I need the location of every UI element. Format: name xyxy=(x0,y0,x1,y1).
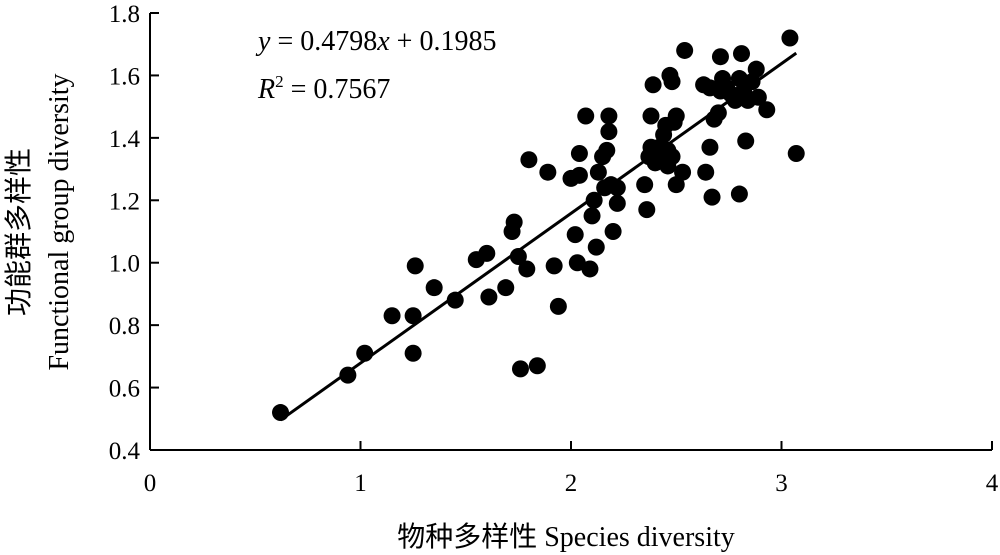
data-point xyxy=(667,107,685,125)
data-point xyxy=(545,257,563,275)
data-point xyxy=(598,141,616,159)
x-axis-title: 物种多样性 Species diversity xyxy=(397,521,735,553)
data-point xyxy=(581,260,599,278)
data-point xyxy=(701,138,719,156)
data-point xyxy=(272,404,290,422)
data-point xyxy=(446,291,464,309)
data-point xyxy=(585,191,603,209)
data-point xyxy=(733,45,751,63)
y-tick-label: 0.8 xyxy=(109,313,140,340)
data-point xyxy=(587,238,605,256)
data-point xyxy=(511,360,529,378)
equation-x: x xyxy=(376,26,390,57)
data-point xyxy=(604,223,622,240)
data-point xyxy=(566,226,584,244)
y-tick-label: 1.4 xyxy=(109,126,141,153)
data-point xyxy=(758,101,776,119)
data-point xyxy=(339,366,357,384)
data-point xyxy=(709,104,727,122)
x-tick-label: 2 xyxy=(565,470,578,497)
y-tick-label: 0.4 xyxy=(109,438,141,465)
r-squared: R2 = 0.7567 xyxy=(257,72,390,105)
data-point xyxy=(570,144,588,162)
y-axis-ticks: 0.4 0.6 0.8 1.0 1.2 1.4 1.6 1.8 xyxy=(109,1,159,465)
data-point xyxy=(703,188,721,206)
y-axis-title-english: Functional group diversity xyxy=(44,73,75,370)
data-point xyxy=(730,185,748,203)
data-point xyxy=(737,132,755,150)
data-point xyxy=(697,163,715,181)
data-point xyxy=(539,163,557,181)
data-point xyxy=(568,254,586,272)
data-point xyxy=(589,163,607,181)
y-tick-label: 1.0 xyxy=(109,251,140,278)
data-point xyxy=(549,297,567,315)
data-point xyxy=(509,247,527,265)
data-point xyxy=(663,148,681,166)
data-point xyxy=(383,307,401,325)
y-tick-label: 1.2 xyxy=(109,188,140,215)
data-point xyxy=(608,194,626,212)
data-point xyxy=(638,201,656,219)
r-squared-r: R xyxy=(257,74,275,105)
r-squared-sup: 2 xyxy=(275,72,284,91)
data-point xyxy=(480,288,498,306)
data-point xyxy=(577,107,595,125)
data-point xyxy=(787,144,805,162)
data-point xyxy=(518,260,536,278)
data-point xyxy=(497,279,515,297)
data-point xyxy=(644,76,662,94)
x-tick-label: 4 xyxy=(986,470,999,497)
data-point xyxy=(608,179,626,197)
data-point xyxy=(663,73,681,91)
data-point xyxy=(520,151,538,169)
data-point xyxy=(505,213,523,231)
y-tick-label: 0.6 xyxy=(109,376,140,403)
data-point xyxy=(676,41,694,59)
data-points xyxy=(272,29,805,422)
data-point xyxy=(356,344,374,362)
y-tick-label: 1.6 xyxy=(109,63,140,90)
data-point xyxy=(570,166,588,184)
data-point xyxy=(749,88,767,106)
x-axis-ticks: 0 1 2 3 4 xyxy=(144,441,999,497)
data-point xyxy=(404,307,422,325)
regression-equation: y = 0.4798x + 0.1985 xyxy=(255,26,496,57)
data-point xyxy=(642,107,660,125)
data-point xyxy=(674,163,692,181)
data-point xyxy=(781,29,799,47)
equation-coefficient: = 0.4798 xyxy=(270,26,377,57)
data-point xyxy=(404,344,422,362)
data-point xyxy=(528,357,546,375)
r-squared-value: = 0.7567 xyxy=(284,74,391,105)
y-tick-label: 1.8 xyxy=(109,1,140,28)
y-axis-title-chinese: 功能群多样性 xyxy=(3,148,35,316)
x-tick-label: 3 xyxy=(775,470,788,497)
equation-y: y xyxy=(255,26,271,57)
equation-intercept: + 0.1985 xyxy=(390,26,497,57)
data-point xyxy=(425,279,443,297)
data-point xyxy=(478,244,496,262)
data-point xyxy=(600,123,618,141)
x-tick-label: 0 xyxy=(144,470,157,497)
data-point xyxy=(711,48,729,66)
data-point xyxy=(406,257,424,275)
x-tick-label: 1 xyxy=(354,470,367,497)
data-point xyxy=(600,107,618,125)
data-point xyxy=(747,60,765,78)
data-point xyxy=(636,176,654,194)
data-point xyxy=(583,207,601,225)
